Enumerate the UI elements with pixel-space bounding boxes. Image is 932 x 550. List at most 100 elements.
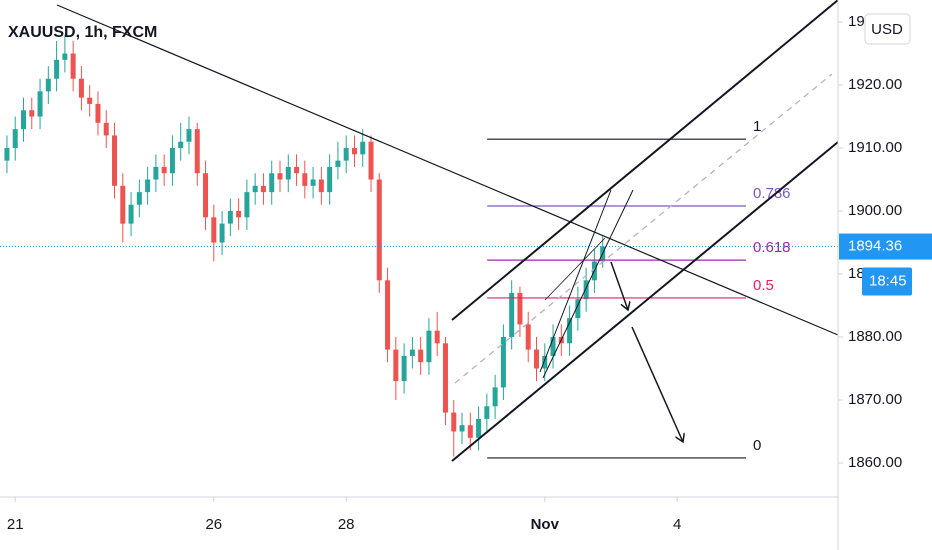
candle-body xyxy=(434,330,440,344)
candle-body xyxy=(285,166,291,180)
fib-label: 0.5 xyxy=(753,277,774,294)
candle-body xyxy=(277,173,283,180)
candle-body xyxy=(310,179,316,186)
candle-body xyxy=(567,318,573,344)
candle-body xyxy=(161,166,167,174)
candle-body xyxy=(186,129,192,142)
candle-body xyxy=(178,141,184,149)
candle-body xyxy=(583,280,589,300)
candle-body xyxy=(302,173,308,186)
candle-body xyxy=(260,185,266,193)
candle-body xyxy=(194,129,200,174)
candle-body xyxy=(335,160,341,167)
candle-body xyxy=(327,166,333,193)
candle-body xyxy=(95,103,101,123)
candle-body xyxy=(294,166,300,174)
candle-body xyxy=(575,299,581,319)
fib-label: 0.786 xyxy=(753,185,791,202)
candle-body xyxy=(343,148,349,161)
channel-upper xyxy=(451,0,839,321)
candle-body xyxy=(550,337,556,356)
candle-body xyxy=(128,204,134,224)
candle-body xyxy=(12,129,18,149)
y-tick-label: 1870.00 xyxy=(848,391,902,408)
drawings xyxy=(56,0,839,462)
candle-body xyxy=(442,343,448,413)
candle-body xyxy=(252,185,258,193)
candle-body xyxy=(525,324,531,350)
y-tick-label: 1880.00 xyxy=(848,328,902,345)
candle-body xyxy=(103,122,109,136)
candle-body xyxy=(211,217,217,243)
candle-body xyxy=(385,280,391,350)
y-tick-label: 1860.00 xyxy=(848,454,902,471)
candle-body xyxy=(269,173,275,193)
x-tick-label: 28 xyxy=(338,516,355,533)
candle-body xyxy=(533,349,539,369)
fib-label: 0 xyxy=(753,437,761,454)
x-tick-label: Nov xyxy=(531,516,560,533)
candle-body xyxy=(70,53,76,79)
candle-body xyxy=(318,179,324,193)
candle-body xyxy=(169,148,175,174)
candle-body xyxy=(219,223,225,243)
candle-body xyxy=(409,349,415,356)
candle-body xyxy=(20,110,26,130)
y-tick-label: 1910.00 xyxy=(848,139,902,156)
countdown-box xyxy=(862,267,912,296)
candle-body xyxy=(78,78,84,98)
time-axis-bg xyxy=(0,497,932,550)
wedge-line xyxy=(539,189,612,373)
x-tick-label: 21 xyxy=(7,516,24,533)
candle-body xyxy=(4,148,10,161)
trend-line xyxy=(56,4,839,336)
candle-body xyxy=(376,179,382,281)
arrow xyxy=(610,261,628,310)
plot-area: 1 0.786 0.618 0.5 0 xyxy=(0,34,838,459)
candle-body xyxy=(426,330,432,363)
candle-body xyxy=(401,355,407,382)
y-tick-label: 1920.00 xyxy=(848,76,902,93)
candle-body xyxy=(418,349,424,363)
channel-median xyxy=(454,73,833,384)
y-tick-label: 1900.00 xyxy=(848,202,902,219)
x-tick-label: 4 xyxy=(673,516,681,533)
last-price-box xyxy=(839,233,932,260)
candle-body xyxy=(393,349,399,382)
candle-body xyxy=(500,337,506,388)
candle-body xyxy=(112,135,118,186)
candle-body xyxy=(236,211,242,218)
candle-body xyxy=(29,110,35,117)
candle-body xyxy=(203,173,209,218)
candle-body xyxy=(509,292,515,338)
wedge-line xyxy=(544,237,606,301)
candle-body xyxy=(54,59,60,79)
candle-body xyxy=(62,53,68,60)
wedge-line xyxy=(542,189,634,379)
chart-title: XAUUSD, 1h, FXCM xyxy=(8,24,157,41)
candle-body xyxy=(467,425,473,438)
candle-body xyxy=(87,97,93,104)
candle-body xyxy=(476,418,482,438)
candle-body xyxy=(227,211,233,224)
countdown-label: 18:45 xyxy=(869,273,907,290)
candle-body xyxy=(145,179,151,193)
currency-label: USD xyxy=(871,21,903,38)
candle-body xyxy=(517,292,523,325)
overlay: 1894.36 18:45 USD xyxy=(839,13,932,296)
candle-body xyxy=(360,141,366,155)
candle-body xyxy=(484,406,490,419)
x-tick-label: 26 xyxy=(205,516,222,533)
candle-body xyxy=(45,78,51,92)
candle-body xyxy=(351,148,357,155)
candle-body xyxy=(451,412,457,432)
candle-body xyxy=(136,192,142,205)
candle-body xyxy=(542,355,548,369)
candle-body xyxy=(492,387,498,407)
fib-label: 0.618 xyxy=(753,239,791,256)
candle-body xyxy=(368,141,374,180)
candle-body xyxy=(244,192,250,218)
